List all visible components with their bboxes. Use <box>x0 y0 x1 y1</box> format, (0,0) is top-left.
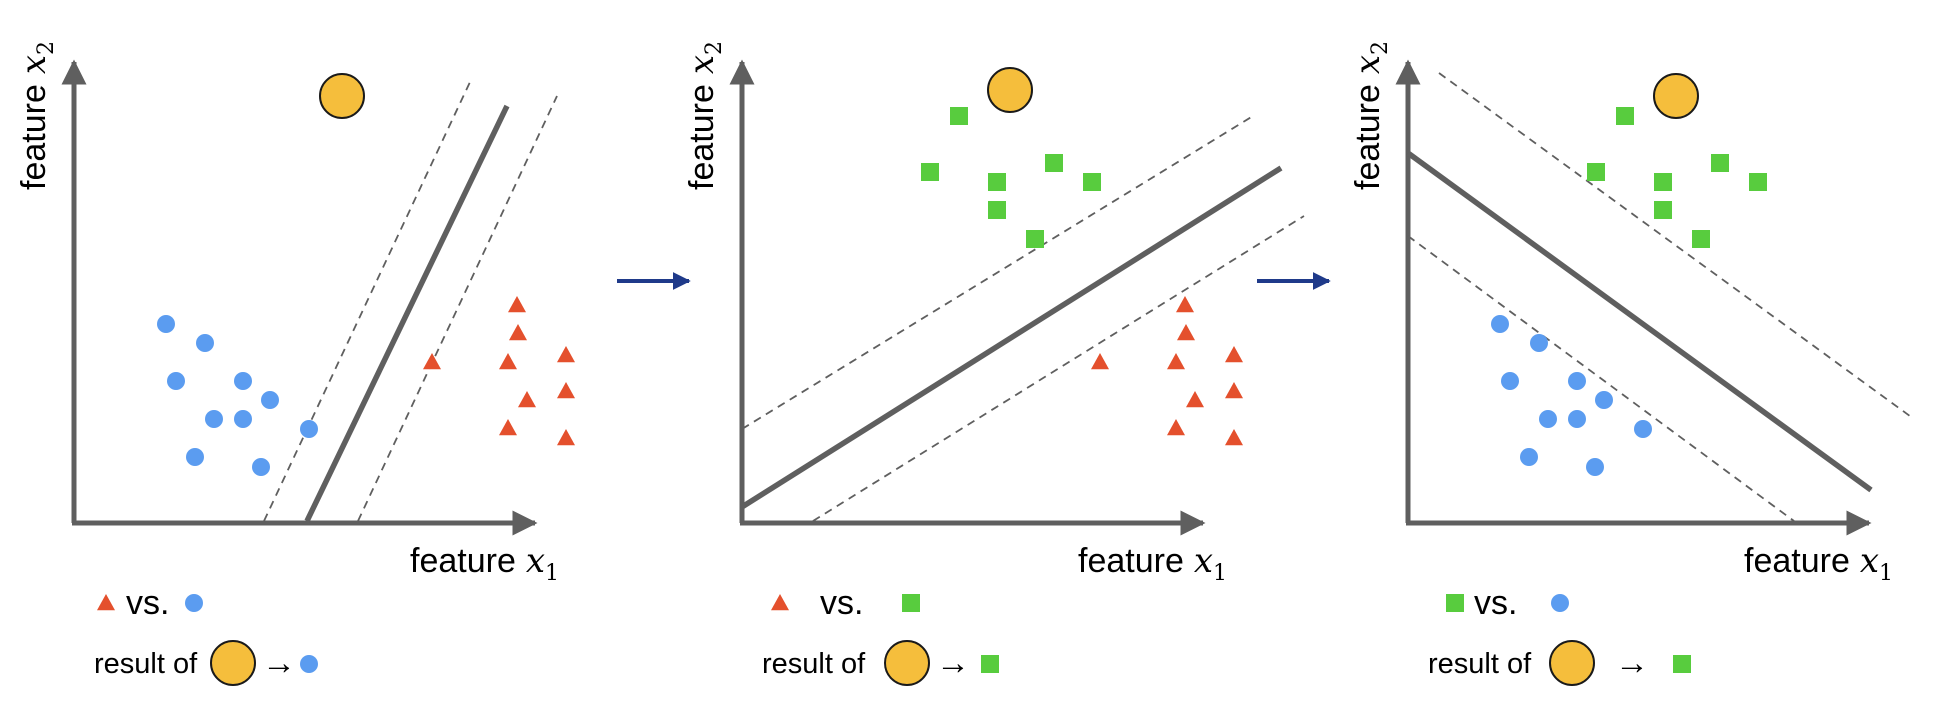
green-square-point <box>1654 173 1672 191</box>
query-point-circle <box>210 640 256 686</box>
result-arrow: → <box>936 644 970 682</box>
red-triangle-point <box>771 594 789 611</box>
red-triangle-point <box>518 391 536 408</box>
blue-circle-point <box>205 410 223 428</box>
result-of-label: result of <box>94 648 198 680</box>
red-triangle-point <box>557 429 575 446</box>
green-square-point <box>1654 201 1672 219</box>
blue-circle-point <box>185 594 203 612</box>
blue-circle-point <box>300 420 318 438</box>
legend: vs. result of → <box>1428 584 1691 686</box>
result-arrow: → <box>1615 644 1649 682</box>
margin-line <box>1407 235 1795 522</box>
y-axis-label: featurex2 <box>14 41 59 190</box>
green-square-point <box>902 594 920 612</box>
blue-circle-point <box>196 334 214 352</box>
green-square-point <box>1026 230 1044 248</box>
query-point-circle <box>987 67 1033 113</box>
red-triangle-point <box>1167 353 1185 370</box>
red-triangle-point <box>499 419 517 436</box>
query-point-circle <box>884 640 930 686</box>
green-square-point <box>1587 163 1605 181</box>
green-square-point <box>988 173 1006 191</box>
decision-boundary <box>740 165 1283 510</box>
green-square-point <box>981 655 999 673</box>
panel-2: featurex2 feature x1 vs. result of → <box>682 41 1305 686</box>
blue-circle-point <box>300 655 318 673</box>
result-of-label: result of <box>1428 648 1532 680</box>
green-square-point <box>950 107 968 125</box>
blue-circle-point <box>1568 372 1586 390</box>
red-triangle-point <box>1225 382 1243 399</box>
legend: vs. result of → <box>94 584 318 686</box>
blue-circle-point <box>1568 410 1586 428</box>
blue-circle-point <box>1491 315 1509 333</box>
vs-label: vs. <box>1474 584 1517 622</box>
red-triangle-point <box>557 382 575 399</box>
blue-circle-point <box>1551 594 1569 612</box>
blue-circle-point <box>1520 448 1538 466</box>
red-triangle-point <box>1186 391 1204 408</box>
query-point-circle <box>319 73 365 119</box>
red-triangle-point <box>1091 353 1109 370</box>
query-point-circle <box>1549 640 1595 686</box>
panel-3: featurex2 feature x1 vs. result of → <box>1348 41 1915 686</box>
blue-circle-point <box>234 410 252 428</box>
blue-circle-point <box>1501 372 1519 390</box>
red-triangle-point <box>1176 296 1194 313</box>
margin-line <box>1438 72 1915 420</box>
green-square-point <box>1749 173 1767 191</box>
green-square-point <box>1616 107 1634 125</box>
margin-line <box>357 95 558 522</box>
red-triangle-point <box>1177 324 1195 341</box>
decision-boundary <box>1406 150 1873 493</box>
decision-boundary <box>304 104 510 523</box>
margin-line <box>263 81 471 522</box>
red-triangle-point <box>97 594 115 611</box>
vs-label: vs. <box>126 584 169 622</box>
legend: vs. result of → <box>762 584 999 686</box>
red-triangle-point <box>509 324 527 341</box>
red-triangle-point <box>508 296 526 313</box>
x-axis-label: feature x1 <box>1744 541 1893 586</box>
vs-label: vs. <box>820 584 863 622</box>
green-square-point <box>1083 173 1101 191</box>
blue-circle-point <box>186 448 204 466</box>
x-axis-label: feature x1 <box>410 541 559 586</box>
green-square-point <box>1673 655 1691 673</box>
green-square-point <box>1446 594 1464 612</box>
green-square-point <box>988 201 1006 219</box>
red-triangle-point <box>557 346 575 363</box>
query-point-circle <box>1653 73 1699 119</box>
margin-line <box>812 215 1305 522</box>
y-axis-label: featurex2 <box>1348 41 1393 190</box>
panel-1: featurex2 feature x1 vs. result of → <box>14 41 575 686</box>
green-square-point <box>1045 154 1063 172</box>
blue-circle-point <box>252 458 270 476</box>
red-triangle-point <box>423 353 441 370</box>
result-of-label: result of <box>762 648 866 680</box>
blue-circle-point <box>157 315 175 333</box>
result-arrow: → <box>262 644 296 682</box>
blue-circle-point <box>167 372 185 390</box>
y-axis-label: featurex2 <box>682 41 727 190</box>
red-triangle-point <box>1225 346 1243 363</box>
blue-circle-point <box>1539 410 1557 428</box>
blue-circle-point <box>234 372 252 390</box>
blue-circle-point <box>1530 334 1548 352</box>
green-square-point <box>1711 154 1729 172</box>
blue-circle-point <box>261 391 279 409</box>
red-triangle-point <box>1167 419 1185 436</box>
x-axis-label: feature x1 <box>1078 541 1227 586</box>
blue-circle-point <box>1634 420 1652 438</box>
green-square-point <box>921 163 939 181</box>
red-triangle-point <box>499 353 517 370</box>
blue-circle-point <box>1595 391 1613 409</box>
blue-circle-point <box>1586 458 1604 476</box>
green-square-point <box>1692 230 1710 248</box>
red-triangle-point <box>1225 429 1243 446</box>
margin-line <box>741 115 1254 430</box>
